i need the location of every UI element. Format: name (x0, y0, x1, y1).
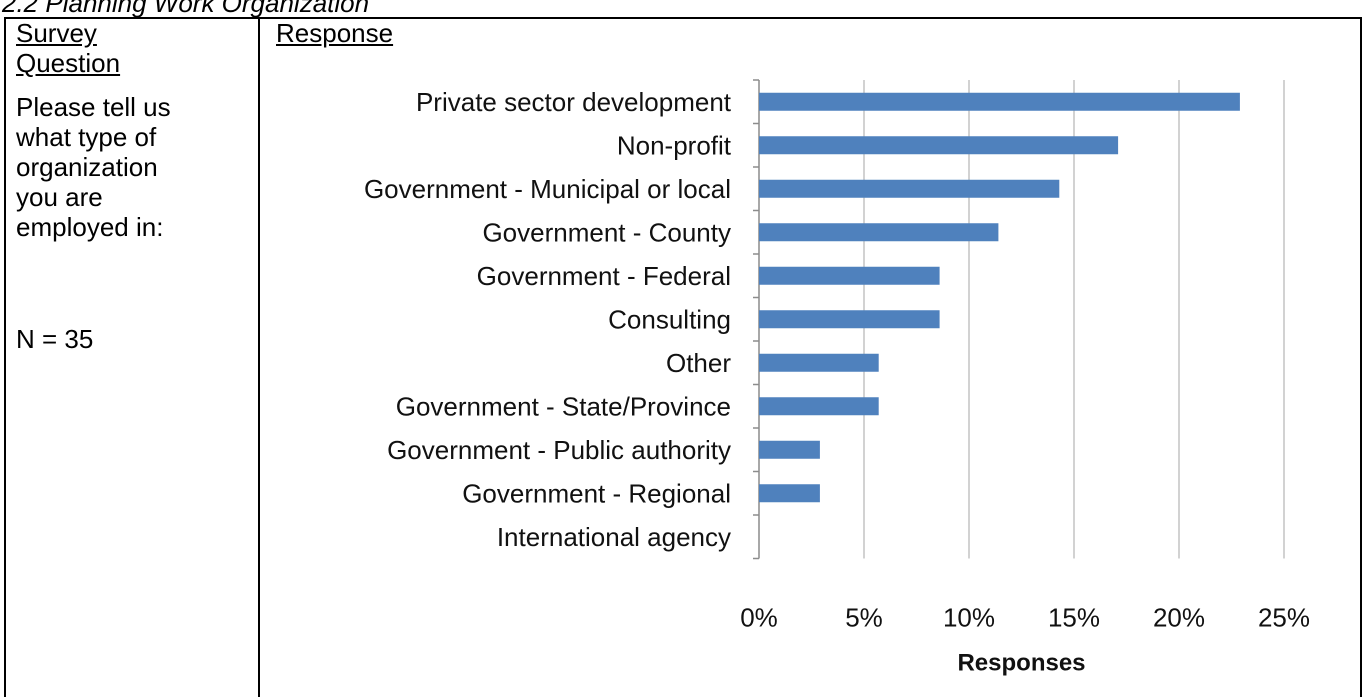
bar (759, 92, 1240, 111)
bar-chart: Private sector development Non-profit Gove… (364, 79, 1310, 677)
survey-table (4, 17, 1362, 697)
category-label: Government - Municipal or local (364, 174, 731, 204)
survey-header-line2: Question (16, 48, 121, 78)
question-text: Please tell us what type of organization… (16, 92, 246, 242)
question-line: what type of (16, 122, 157, 152)
bar (759, 179, 1060, 198)
category-label: Government - County (482, 217, 731, 247)
sample-size: N = 35 (16, 324, 94, 354)
category-label: Private sector development (416, 87, 732, 117)
category-label: Other (666, 348, 731, 378)
question-line: you are (16, 182, 103, 212)
survey-header-line1: Survey (16, 18, 97, 48)
section-title: 2.2 Planning Work Organization (2, 0, 370, 18)
column-divider (258, 17, 260, 697)
x-tick-label: 20% (1153, 603, 1205, 633)
category-label: International agency (497, 522, 731, 552)
question-line: Please tell us (16, 92, 171, 122)
x-tick-label: 0% (740, 603, 778, 633)
category-label: Government - Public authority (387, 435, 731, 465)
category-label: Non-profit (617, 130, 732, 160)
bar (759, 266, 940, 285)
x-tick-label: 25% (1258, 603, 1310, 633)
category-label: Government - Federal (477, 261, 731, 291)
survey-question-header: Survey Question (16, 18, 120, 78)
x-tick-label: 15% (1048, 603, 1100, 633)
x-tick-label: 5% (845, 603, 883, 633)
bar (759, 353, 879, 372)
bar (759, 310, 940, 329)
response-header: Response (276, 18, 394, 48)
x-axis-title: Responses (957, 650, 1085, 677)
category-label: Government - State/Province (396, 391, 731, 421)
bar (759, 223, 999, 242)
question-line: employed in: (16, 212, 164, 242)
bar (759, 484, 820, 503)
category-label: Consulting (608, 304, 731, 334)
bar (759, 136, 1119, 155)
bar (759, 397, 879, 416)
category-label: Government - Regional (462, 478, 731, 508)
x-tick-label: 10% (943, 603, 995, 633)
question-line: organization (16, 152, 158, 182)
bar (759, 440, 820, 459)
